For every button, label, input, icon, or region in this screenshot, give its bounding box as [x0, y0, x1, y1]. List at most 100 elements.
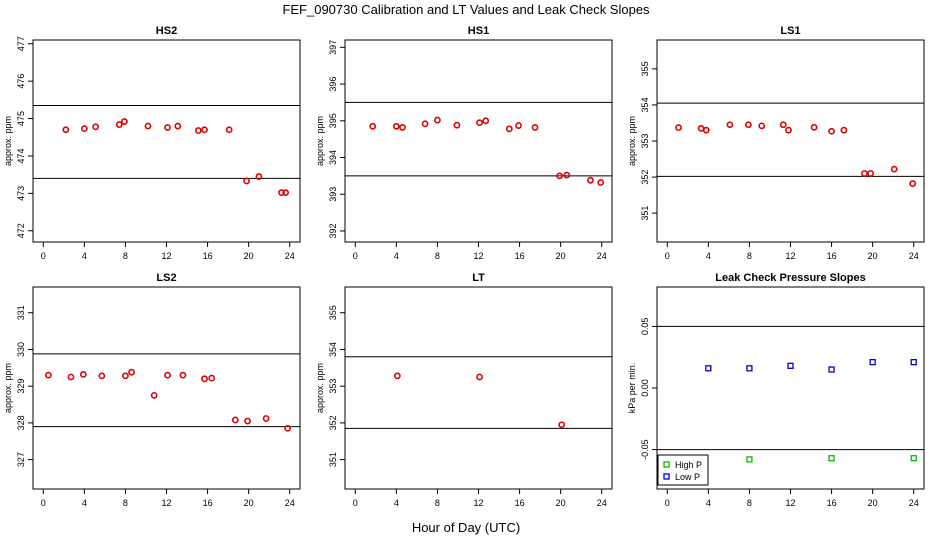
y-tick-label: 331: [16, 305, 26, 320]
x-tick-label: 4: [82, 251, 87, 261]
data-point: [79, 371, 87, 378]
y-tick-label: 355: [328, 305, 338, 320]
chart-panels: HS2 approx. ppm 0 4 8 12 16 20 24 472 473 474 475 476…: [3, 25, 925, 508]
plot-frame: [344, 39, 613, 243]
plot-frame: [32, 39, 301, 243]
y-axis-label: approx. ppm: [3, 116, 13, 166]
x-tick-label: 16: [827, 251, 837, 261]
data-point: [505, 125, 513, 133]
data-point: [434, 116, 441, 124]
plot-frame: [344, 286, 613, 490]
x-tick-label: 16: [515, 251, 525, 261]
y-tick-label: 355: [640, 61, 650, 76]
data-point: [810, 123, 818, 131]
x-tick-label: 24: [597, 498, 607, 508]
legend-marker: [663, 473, 670, 480]
data-point: [476, 373, 483, 381]
data-point: [115, 121, 123, 128]
x-tick-label: 4: [706, 251, 711, 261]
y-axis-label: approx. ppm: [315, 363, 325, 413]
data-point: [98, 372, 106, 380]
y-tick-label: 327: [16, 452, 26, 467]
y-tick-label: -0.05: [640, 439, 650, 460]
data-point: [393, 372, 401, 380]
data-point: [262, 415, 270, 422]
data-point: [558, 421, 566, 429]
x-tick-label: 8: [123, 498, 128, 508]
y-tick-label: 0.00: [640, 379, 650, 397]
data-point: [869, 358, 876, 366]
data-point: [476, 119, 483, 127]
chart-panel: LT approx. ppm 0 4 8 12 16 20 24 351 352 353 354 355: [315, 272, 613, 508]
legend-label: Low P: [675, 472, 700, 482]
data-point: [840, 126, 848, 134]
figure-x-axis-label: Hour of Day (UTC): [412, 520, 520, 535]
y-tick-label: 395: [328, 113, 338, 128]
data-point: [563, 171, 571, 179]
y-tick-label: 328: [16, 415, 26, 430]
y-tick-label: 393: [328, 187, 338, 202]
data-point: [255, 173, 263, 180]
x-tick-label: 8: [747, 251, 752, 261]
x-tick-label: 16: [515, 498, 525, 508]
y-tick-label: 354: [328, 342, 338, 357]
plot-frame: [32, 286, 301, 490]
chart-panel: LS1 approx. ppm 0 4 8 12 16 20 24 351 352 353 354 355: [627, 25, 925, 261]
x-tick-label: 0: [41, 498, 46, 508]
x-tick-label: 12: [161, 498, 171, 508]
x-tick-label: 0: [353, 251, 358, 261]
data-point: [194, 127, 202, 134]
y-axis-label: approx. ppm: [315, 116, 325, 166]
y-axis-label: approx. ppm: [3, 363, 13, 413]
data-point: [399, 124, 406, 131]
panel-title: LT: [472, 272, 485, 284]
x-tick-label: 24: [285, 498, 295, 508]
data-point: [122, 372, 129, 380]
data-point: [787, 362, 794, 369]
y-axis-label: kPa per min.: [627, 363, 637, 414]
data-point: [120, 118, 128, 125]
data-point: [726, 121, 734, 129]
x-tick-label: 20: [868, 251, 878, 261]
panel-title: LS1: [780, 25, 800, 37]
data-point: [45, 371, 52, 379]
data-point: [174, 122, 182, 130]
data-point: [910, 358, 917, 366]
y-tick-label: 352: [328, 415, 338, 430]
y-tick-label: 473: [16, 186, 26, 201]
y-tick-label: 0.05: [640, 318, 650, 336]
y-axis-label: approx. ppm: [627, 116, 637, 166]
data-point: [675, 124, 682, 132]
data-point: [201, 126, 208, 134]
y-tick-label: 397: [328, 40, 338, 55]
data-point: [909, 180, 917, 187]
x-tick-label: 16: [203, 498, 213, 508]
x-tick-label: 20: [556, 498, 566, 508]
x-tick-label: 0: [665, 498, 670, 508]
data-point: [867, 170, 874, 177]
data-point: [62, 126, 70, 134]
data-point: [179, 371, 187, 379]
x-tick-label: 0: [353, 498, 358, 508]
y-tick-label: 472: [16, 223, 26, 238]
panel-title: HS1: [468, 25, 489, 37]
data-point: [231, 416, 239, 424]
data-point: [225, 126, 233, 134]
y-tick-label: 330: [16, 342, 26, 357]
data-point: [828, 455, 835, 462]
y-tick-label: 353: [640, 133, 650, 148]
x-tick-label: 4: [394, 251, 399, 261]
data-point: [910, 455, 917, 462]
y-tick-label: 392: [328, 223, 338, 238]
legend-box: [657, 454, 709, 486]
x-tick-label: 12: [473, 498, 483, 508]
data-point: [278, 189, 285, 197]
x-tick-label: 12: [161, 251, 171, 261]
data-point: [369, 122, 377, 130]
data-point: [282, 189, 290, 197]
x-tick-label: 20: [244, 498, 254, 508]
data-point: [244, 417, 252, 425]
data-point: [861, 170, 868, 177]
x-tick-label: 20: [556, 251, 566, 261]
